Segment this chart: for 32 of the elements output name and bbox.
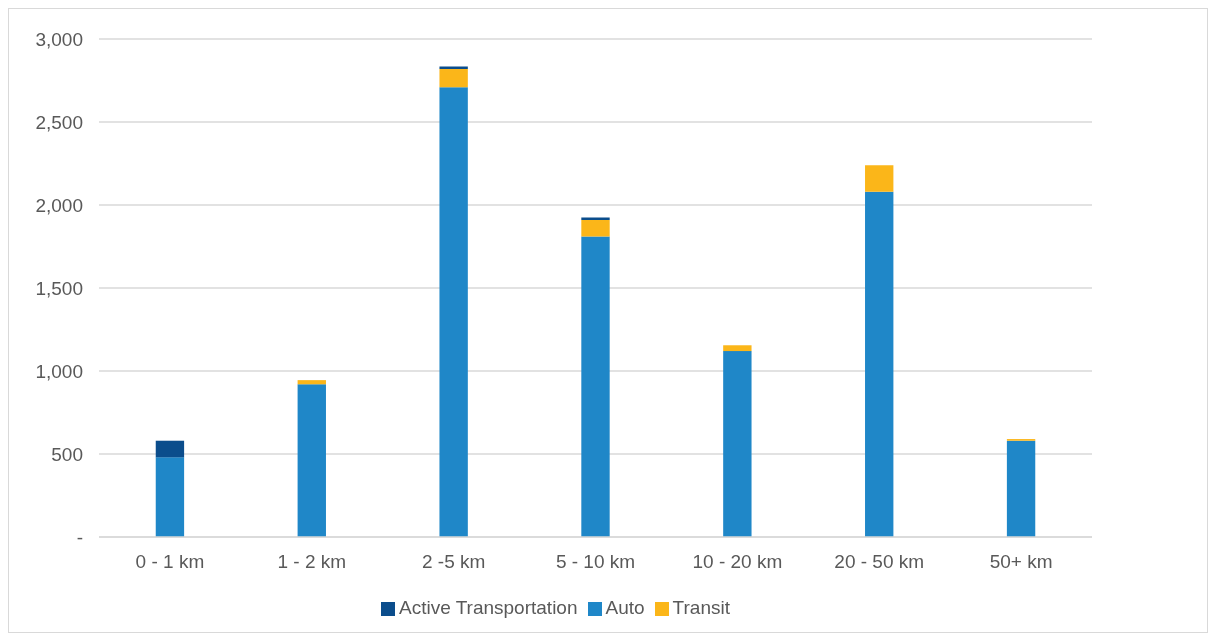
bar	[723, 345, 752, 352]
y-tick-label: 1,500	[35, 277, 83, 299]
bar	[439, 66, 468, 69]
bar	[297, 380, 326, 385]
bar	[1006, 440, 1036, 537]
bar	[155, 457, 185, 537]
bar	[581, 219, 610, 237]
bar	[155, 440, 185, 458]
x-tick-label: 50+ km	[989, 551, 1053, 573]
y-tick-label: -	[76, 526, 83, 548]
y-tick-label: 2,500	[35, 111, 83, 133]
y-tick-label: 500	[51, 443, 83, 465]
x-tick-label: 2 -5 km	[421, 551, 486, 573]
bar	[297, 384, 326, 537]
x-tick-label: 1 - 2 km	[277, 551, 347, 573]
legend-label: Auto	[605, 597, 645, 618]
bar	[865, 165, 894, 192]
bar	[581, 217, 610, 220]
y-tick-label: 1,000	[35, 360, 83, 382]
x-tick-label: 0 - 1 km	[135, 551, 205, 573]
legend-label: Active Transportation	[399, 597, 578, 618]
legend-label: Transit	[672, 597, 730, 618]
bar	[865, 191, 894, 537]
x-tick-label: 20 - 50 km	[834, 551, 925, 573]
bar	[439, 87, 468, 537]
y-tick-label: 2,000	[35, 194, 83, 216]
y-tick-label: 3,000	[35, 28, 83, 50]
bar	[439, 68, 468, 88]
bar	[723, 351, 752, 537]
x-tick-label: 10 - 20 km	[692, 551, 783, 573]
x-tick-label: 5 - 10 km	[555, 551, 636, 573]
bar	[581, 236, 610, 537]
